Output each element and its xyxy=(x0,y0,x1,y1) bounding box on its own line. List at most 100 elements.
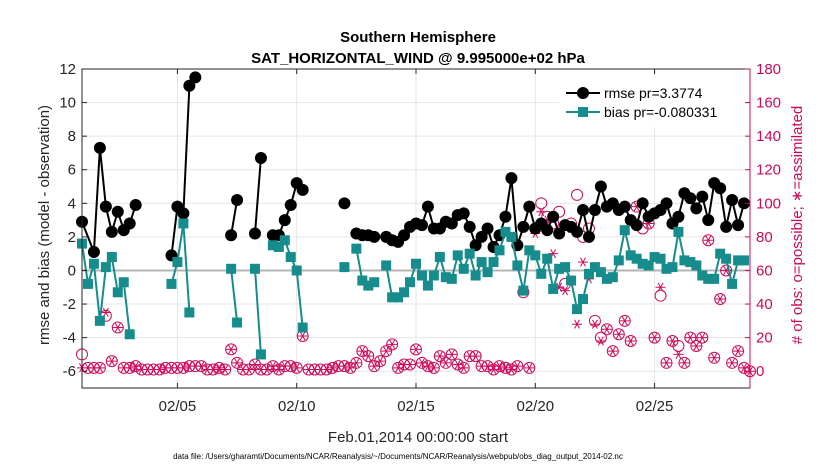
obs-possible-point xyxy=(678,356,691,369)
obs-possible-point xyxy=(386,338,399,351)
rmse-point xyxy=(577,204,589,217)
rmse-point xyxy=(660,197,673,210)
obs-possible-point xyxy=(433,350,446,363)
obs-assimilated-point xyxy=(679,358,690,368)
y2-tick-label: 160 xyxy=(756,95,781,112)
bias-point xyxy=(601,273,612,284)
bias-point xyxy=(399,287,410,298)
obs-possible-point xyxy=(415,356,428,369)
obs-possible-point xyxy=(660,356,673,369)
obs-assimilated-point xyxy=(208,364,219,375)
bias-point xyxy=(279,235,290,246)
obs-assimilated-point xyxy=(625,336,636,346)
y2-tick-label: 180 xyxy=(756,61,781,78)
obs-assimilated-point xyxy=(214,363,225,373)
y-axis-label: rmse and bias (model - observation) xyxy=(36,105,53,345)
obs-possible-point xyxy=(708,351,721,364)
obs-assimilated-point xyxy=(536,207,547,217)
rmse-point xyxy=(93,141,106,154)
obs-assimilated-point xyxy=(291,363,302,373)
obs-possible-point xyxy=(487,363,500,376)
rmse-point xyxy=(111,205,124,218)
rmse-point xyxy=(738,197,751,210)
y2-tick-label: 20 xyxy=(756,330,773,347)
bias-point xyxy=(405,277,416,288)
rmse-point xyxy=(338,197,351,210)
bias-point xyxy=(655,253,666,264)
obs-assimilated-point xyxy=(607,346,618,356)
rmse-point xyxy=(702,214,715,227)
rmse-point xyxy=(123,217,136,230)
obs-assimilated-point xyxy=(715,294,726,304)
obs-assimilated-point xyxy=(589,319,600,329)
bias-point xyxy=(106,252,117,263)
obs-possible-point xyxy=(672,340,685,353)
obs-possible-point xyxy=(732,345,745,358)
x-axis-label: Feb.01,2014 00:00:00 start xyxy=(328,429,509,446)
bias-point xyxy=(88,258,99,269)
obs-assimilated-point xyxy=(381,346,392,356)
obs-assimilated-point xyxy=(369,361,380,371)
obs-assimilated-point xyxy=(100,307,111,318)
rmse-point xyxy=(636,197,649,210)
bias-point xyxy=(548,283,559,294)
rmse-point xyxy=(547,210,560,223)
bias-point xyxy=(387,292,398,303)
bias-point xyxy=(422,280,433,291)
bias-point xyxy=(739,255,750,266)
bias-point xyxy=(637,258,648,269)
rmse-point xyxy=(523,200,536,213)
bias-point xyxy=(679,255,690,266)
rmse-point xyxy=(248,227,261,240)
obs-possible-point xyxy=(684,331,697,344)
obs-assimilated-point xyxy=(178,363,189,373)
bias-point xyxy=(416,270,427,281)
obs-assimilated-point xyxy=(345,363,356,373)
bias-point xyxy=(697,270,708,281)
obs-assimilated-point xyxy=(673,349,684,360)
obs-possible-point xyxy=(231,356,244,369)
rmse-point xyxy=(87,246,100,259)
obs-assimilated-point xyxy=(661,358,672,368)
obs-assimilated-point xyxy=(458,363,469,373)
obs-assimilated-point xyxy=(709,353,720,363)
bias-point xyxy=(625,250,636,261)
obs-assimilated-point xyxy=(667,336,678,346)
rmse-point xyxy=(541,224,554,237)
bias-point xyxy=(184,307,195,318)
y2-tick-label: 60 xyxy=(756,262,773,279)
bias-point xyxy=(554,263,565,274)
bias-point xyxy=(494,245,505,256)
obs-assimilated-point xyxy=(512,361,523,371)
rmse-point xyxy=(421,200,434,213)
rmse-point xyxy=(517,220,530,233)
rmse-point xyxy=(714,182,727,195)
obs-assimilated-point xyxy=(578,257,588,267)
obs-possible-point xyxy=(648,331,661,344)
rmse-point xyxy=(368,230,381,243)
bias-point xyxy=(518,285,529,296)
obs-assimilated-point xyxy=(244,364,254,375)
bias-point xyxy=(619,225,630,236)
bias-point xyxy=(500,226,511,237)
bias-point xyxy=(727,278,738,289)
bias-point xyxy=(351,243,362,254)
obs-possible-point xyxy=(439,356,452,369)
rmse-point xyxy=(457,207,470,220)
bias-legend-label: bias pr=-0.080331 xyxy=(604,104,717,120)
rmse-point xyxy=(582,230,595,243)
chart-subtitle: SAT_HORIZONTAL_WIND @ 9.995000e+02 hPa xyxy=(251,50,585,67)
rmse-point xyxy=(469,239,482,252)
bias-point xyxy=(488,257,499,268)
legend-box xyxy=(559,75,745,127)
obs-possible-point xyxy=(105,355,118,368)
rmse-point xyxy=(499,210,512,223)
bias-point xyxy=(703,273,714,284)
obs-assimilated-point xyxy=(619,316,630,326)
y-tick-label: 6 xyxy=(68,162,76,179)
y-tick-label: 0 xyxy=(68,262,76,279)
bias-point xyxy=(369,277,380,288)
obs-assimilated-point xyxy=(733,346,744,356)
bias-point xyxy=(476,257,487,268)
obs-possible-point xyxy=(690,340,703,353)
